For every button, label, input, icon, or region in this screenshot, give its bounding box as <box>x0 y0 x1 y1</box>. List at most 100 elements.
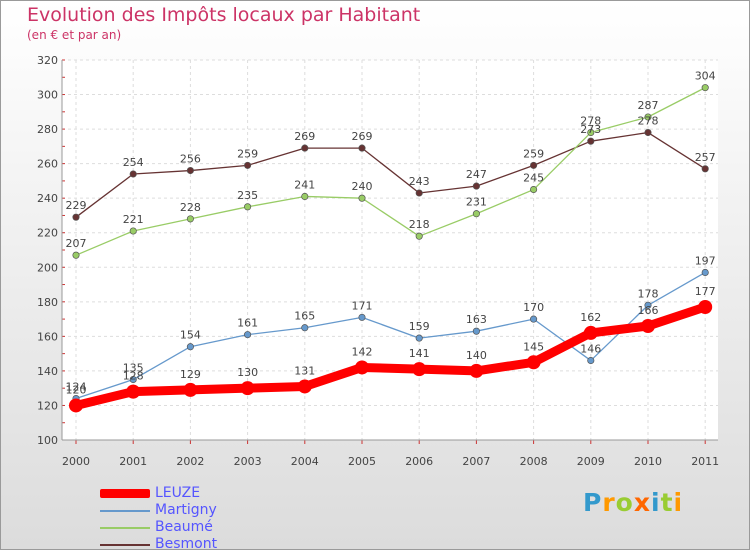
legend-item-martigny: Martigny <box>100 502 217 519</box>
data-point <box>472 210 480 218</box>
series-line-martigny <box>75 271 706 400</box>
logo-letter: P <box>583 488 603 517</box>
data-point <box>358 194 366 202</box>
logo-letter: i <box>673 488 684 517</box>
series-line-besmont <box>75 131 706 218</box>
logo-letter: o <box>615 488 634 517</box>
data-label: 146 <box>580 343 601 356</box>
data-point <box>186 343 194 351</box>
logo-letter: t <box>660 488 674 517</box>
data-label: 218 <box>409 218 430 231</box>
data-point <box>701 165 709 173</box>
data-point <box>701 268 709 277</box>
data-label: 240 <box>352 180 373 193</box>
data-label: 163 <box>466 313 487 326</box>
data-label: 256 <box>180 153 201 166</box>
data-point <box>530 315 538 323</box>
y-tick-label: 200 <box>37 261 58 274</box>
data-point <box>126 384 141 399</box>
data-point <box>701 84 709 92</box>
x-tick-label: 2011 <box>691 455 719 468</box>
x-tick-label: 2008 <box>520 455 548 468</box>
data-point <box>183 382 198 397</box>
data-point <box>587 356 595 365</box>
data-label: 145 <box>523 340 544 353</box>
data-label: 257 <box>695 151 716 164</box>
legend-swatch <box>100 526 150 529</box>
data-label: 259 <box>523 147 544 160</box>
data-point <box>415 232 423 240</box>
x-tick-label: 2007 <box>462 455 490 468</box>
data-point <box>587 137 595 145</box>
y-tick-label: 220 <box>37 227 58 240</box>
data-point <box>530 161 538 169</box>
plot-area <box>62 60 718 440</box>
legend-label: Beaumé <box>155 519 213 535</box>
data-point <box>415 334 423 342</box>
x-tick-label: 2002 <box>176 455 204 468</box>
logo-letter: r <box>602 488 616 517</box>
data-label: 161 <box>237 317 258 330</box>
chart-subtitle: (en € et par an) <box>27 28 122 42</box>
data-label: 165 <box>294 310 315 323</box>
legend-swatch <box>100 509 150 512</box>
x-tick-label: 2009 <box>577 455 605 468</box>
legend-item-besmont: Besmont <box>100 536 217 553</box>
data-point <box>129 170 137 178</box>
y-tick-label: 240 <box>37 192 58 205</box>
data-point <box>415 189 423 197</box>
series-line-beaumé <box>75 86 706 256</box>
data-point <box>301 324 309 332</box>
data-point <box>472 182 480 190</box>
data-point <box>526 355 541 370</box>
y-tick-label: 300 <box>37 89 58 102</box>
data-point <box>469 363 484 378</box>
data-label: 128 <box>123 370 144 383</box>
data-label: 154 <box>180 329 201 342</box>
x-tick-label: 2001 <box>119 455 147 468</box>
data-label: 141 <box>409 347 430 360</box>
proxiti-logo: Proxiti <box>583 488 683 517</box>
data-point <box>412 362 427 377</box>
y-tick-label: 140 <box>37 365 58 378</box>
y-tick-label: 160 <box>37 330 58 343</box>
legend-label: Besmont <box>155 536 218 552</box>
data-label: 243 <box>409 175 430 188</box>
data-point <box>358 313 366 321</box>
data-label: 177 <box>695 285 716 298</box>
data-label: 269 <box>294 130 315 143</box>
data-point <box>698 300 713 314</box>
legend-swatch <box>100 489 150 498</box>
data-point <box>186 215 194 223</box>
data-point <box>244 331 252 339</box>
data-point <box>244 203 252 211</box>
y-tick-label: 320 <box>37 54 58 67</box>
data-point <box>186 166 194 175</box>
chart-title: Evolution des Impôts locaux par Habitant <box>27 4 421 26</box>
data-label: 247 <box>466 168 487 181</box>
data-point <box>358 144 366 152</box>
data-label: 235 <box>237 189 258 202</box>
data-label: 221 <box>123 213 144 226</box>
y-tick-label: 180 <box>37 296 58 309</box>
legend: LEUZE Martigny Beaumé Besmont <box>100 485 217 553</box>
data-label: 278 <box>580 115 601 128</box>
data-label: 273 <box>580 123 601 136</box>
data-label: 159 <box>409 320 430 333</box>
legend-item-beaume: Beaumé <box>100 519 217 536</box>
data-point <box>644 128 652 137</box>
data-point <box>72 251 80 259</box>
data-label: 140 <box>466 349 487 362</box>
data-label: 287 <box>638 99 659 112</box>
data-point <box>587 128 595 137</box>
data-label: 269 <box>352 130 373 143</box>
data-label: 197 <box>695 254 716 267</box>
data-label: 129 <box>180 368 201 381</box>
data-point <box>69 398 83 413</box>
data-label: 245 <box>523 172 544 185</box>
data-point <box>583 325 598 340</box>
data-label: 228 <box>180 201 201 214</box>
x-tick-label: 2005 <box>348 455 376 468</box>
logo-letter: i <box>651 488 661 517</box>
